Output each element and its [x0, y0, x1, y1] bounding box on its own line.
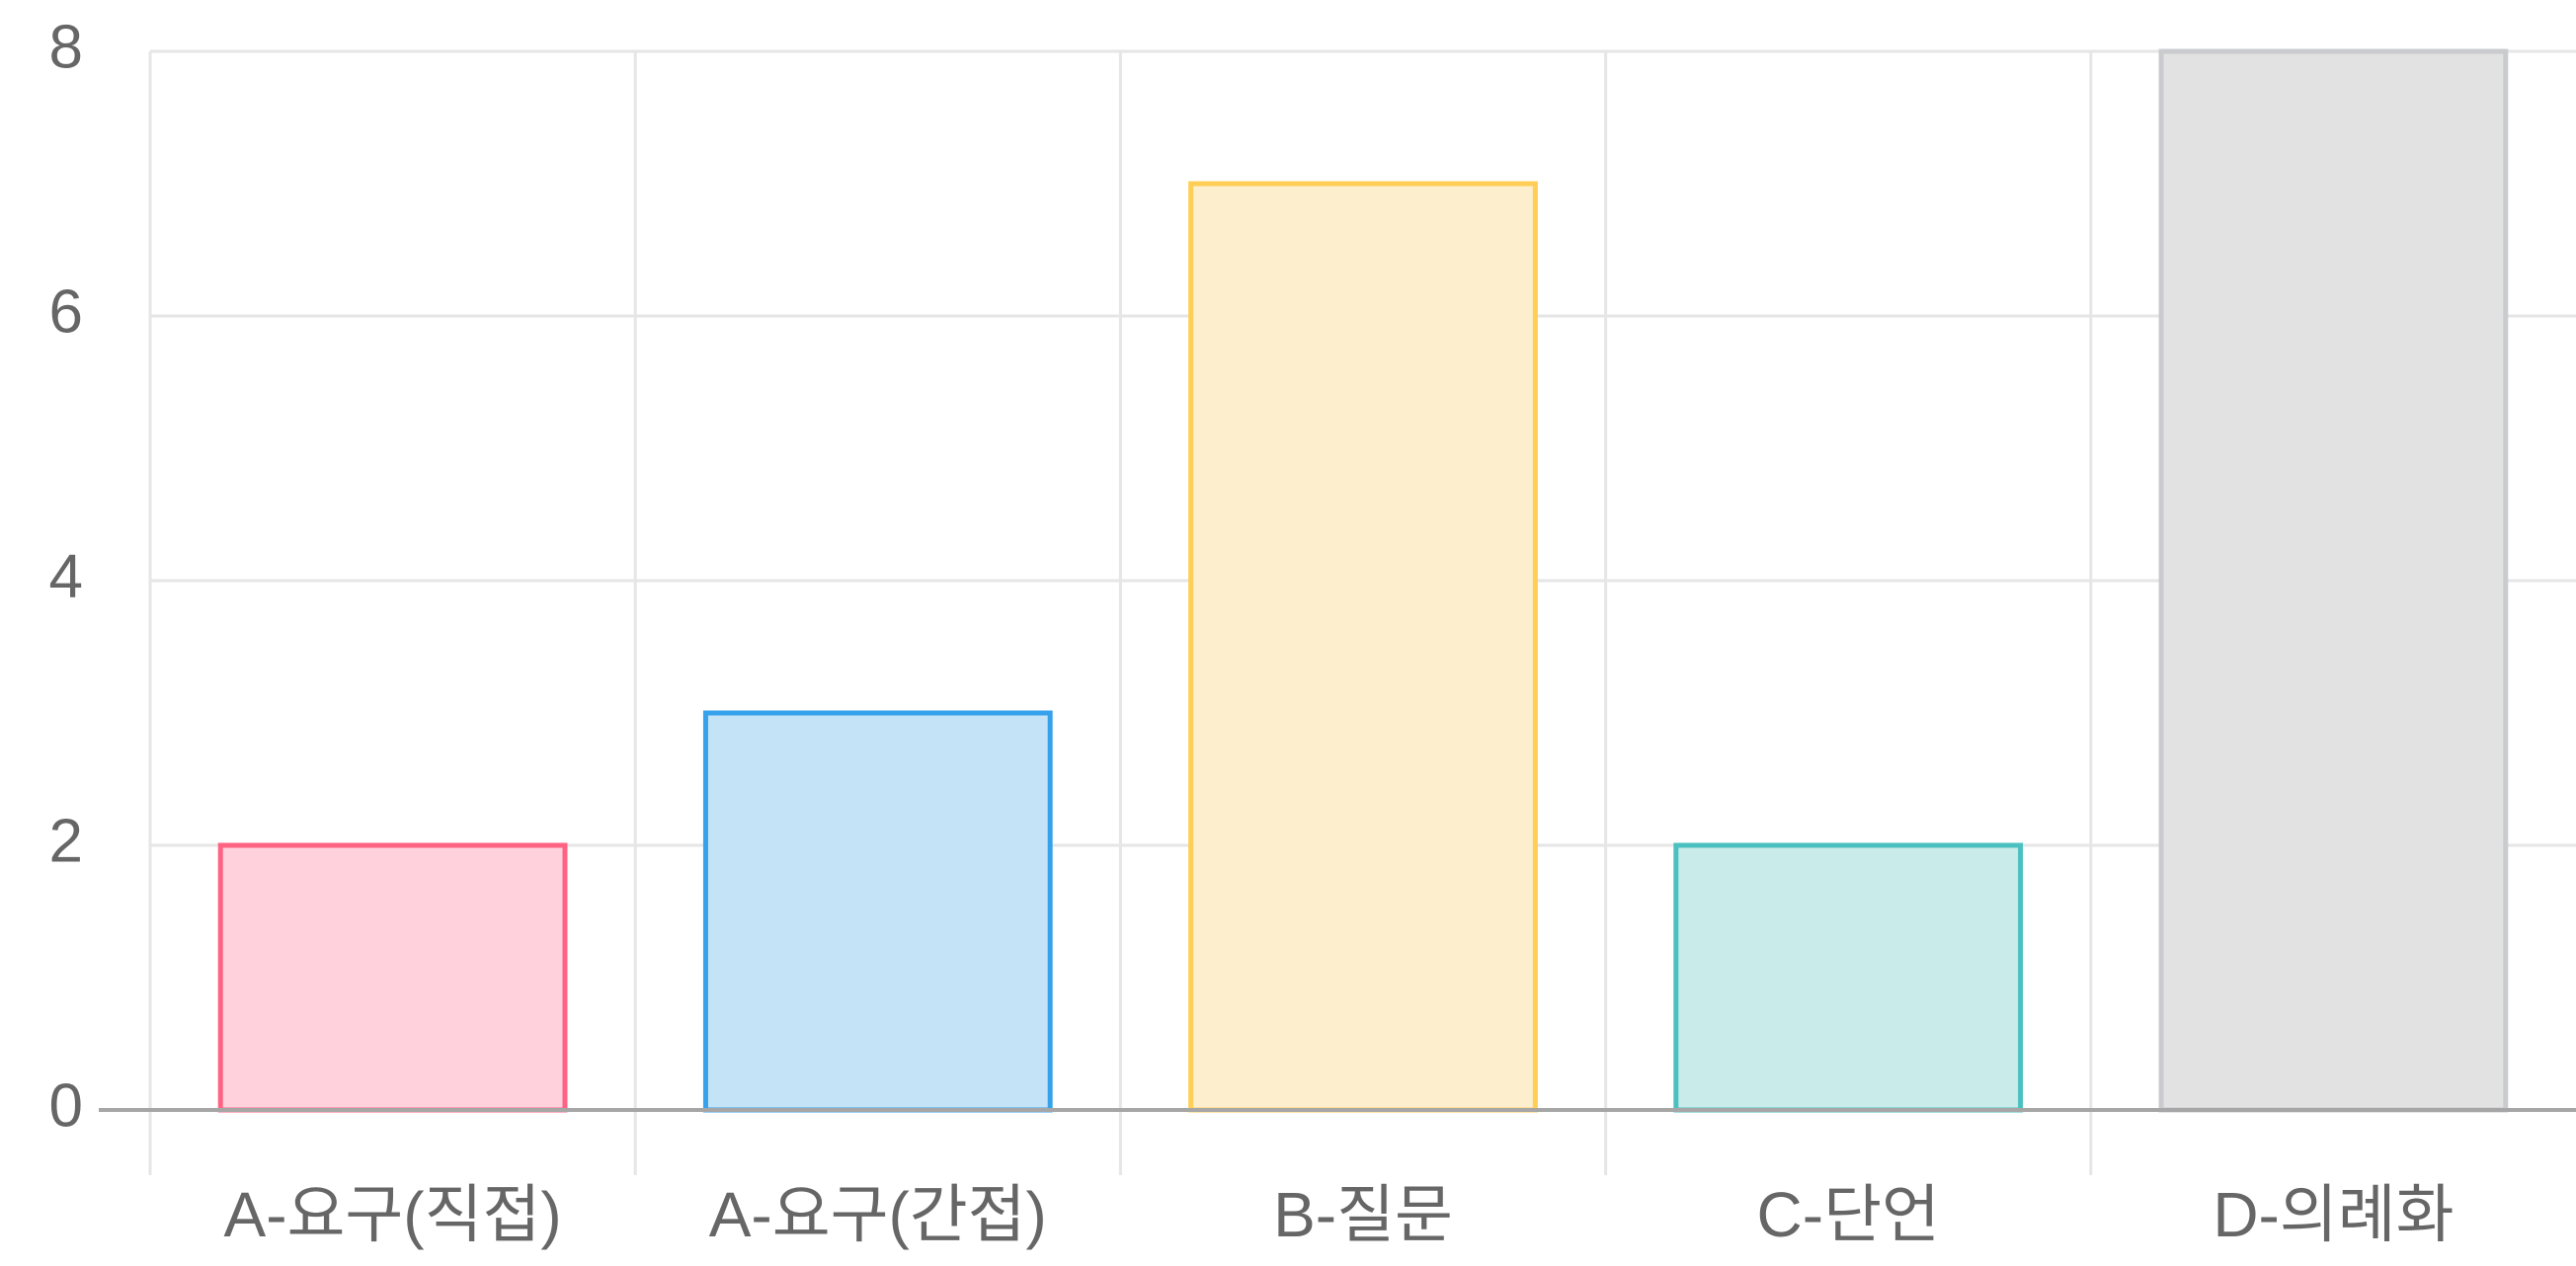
bar: [2158, 48, 2509, 1113]
y-tick-label: 8: [49, 13, 83, 81]
y-tick-label: 6: [49, 277, 83, 346]
bar: [702, 710, 1053, 1113]
label-layer: 0 2 4 6 8 A-요구(직접) A-요구(간접) B-질문 C-단언 D-의례화: [49, 13, 2455, 1250]
y-tick-label: 2: [49, 807, 83, 875]
bar-layer: [217, 48, 2509, 1113]
x-tick-label: C-단언: [1757, 1179, 1940, 1250]
x-tick-label: B-질문: [1273, 1179, 1453, 1250]
x-tick-label: A-요구(간접): [709, 1179, 1047, 1250]
y-tick-label: 4: [49, 542, 83, 610]
bar: [1673, 842, 2024, 1113]
x-tick-label: D-의례화: [2213, 1179, 2454, 1250]
bar: [217, 842, 568, 1113]
y-tick-label: 0: [49, 1071, 83, 1140]
bar: [1188, 181, 1538, 1113]
x-tick-label: A-요구(직접): [224, 1179, 562, 1250]
